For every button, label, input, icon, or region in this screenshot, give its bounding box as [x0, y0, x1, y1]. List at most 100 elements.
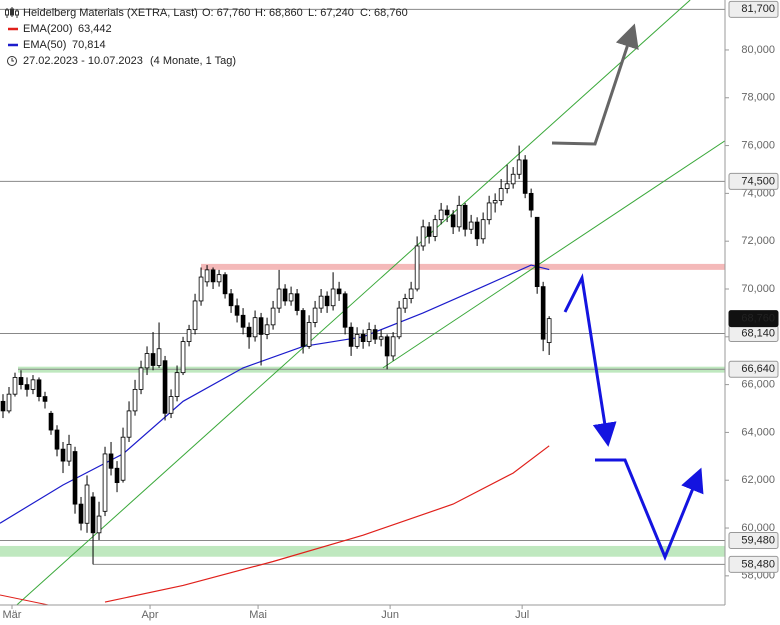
candle-body — [156, 348, 162, 366]
candle-body — [192, 300, 198, 331]
candle-body — [102, 453, 108, 512]
candle-body — [420, 226, 426, 247]
header: Heidelberg Materials (XETRA, Last) O: 67… — [5, 7, 408, 67]
candle-body — [180, 341, 186, 374]
candle-body — [456, 204, 462, 228]
candle-body — [270, 307, 276, 326]
candle-body — [144, 353, 150, 369]
candle-body — [300, 310, 306, 347]
candle-body — [234, 305, 240, 316]
candle-body — [66, 443, 72, 462]
candle-body — [390, 336, 396, 357]
candle-body — [408, 288, 414, 299]
candle-body — [72, 451, 78, 505]
x-tick-label: Mai — [249, 609, 267, 621]
candle-body — [168, 396, 174, 414]
price-label: 68,760 — [741, 313, 775, 325]
ohlc-label: O: 67,760 — [202, 7, 250, 19]
clock-hand — [11, 58, 14, 62]
candle-body — [426, 226, 432, 237]
ohlc-label: H: 68,860 — [255, 7, 303, 19]
candle-body — [516, 159, 522, 175]
ohlc-label: C: 68,760 — [360, 7, 408, 19]
candle-body — [288, 293, 294, 302]
candle-body — [498, 188, 504, 201]
price-box — [728, 310, 779, 328]
candle-body — [60, 448, 66, 462]
candle-body — [276, 288, 282, 309]
candle-body — [48, 412, 54, 431]
trendline — [382, 140, 725, 369]
candle-body — [534, 216, 540, 288]
y-tick-label: 70,000 — [741, 283, 775, 295]
price-box — [728, 555, 779, 573]
candle-body — [240, 314, 246, 328]
candle-body — [546, 318, 552, 343]
candle-body — [354, 334, 360, 347]
candle-body — [126, 410, 132, 438]
candle-body — [378, 336, 384, 340]
candle-body — [36, 379, 42, 397]
candle-body — [30, 379, 36, 390]
price-box — [728, 0, 779, 18]
price-label: 59,480 — [741, 534, 775, 546]
candle-body — [96, 515, 102, 534]
candle-body — [444, 209, 450, 216]
candle-body — [84, 484, 90, 524]
candle-body — [78, 503, 84, 524]
candle-body — [528, 192, 534, 211]
candle-body — [402, 298, 408, 309]
candle-body — [522, 159, 528, 194]
candle-body — [342, 293, 348, 328]
price-box — [728, 531, 779, 549]
candle-body — [468, 221, 474, 230]
candle-body — [258, 317, 264, 335]
candle-body — [492, 200, 498, 204]
candle-body — [324, 295, 330, 307]
candle-body — [162, 360, 168, 414]
chart-title: Heidelberg Materials (XETRA, Last) — [23, 7, 198, 19]
candle-body — [414, 245, 420, 290]
arrow — [563, 273, 617, 447]
candle-body — [174, 372, 180, 397]
candle-body — [210, 269, 216, 283]
clock-icon — [7, 56, 17, 66]
x-tick-label: Jun — [381, 609, 399, 621]
candle-body — [24, 384, 30, 390]
period: (4 Monate, 1 Tag) — [150, 55, 236, 67]
candle-body — [360, 334, 366, 342]
candle-body — [216, 274, 222, 283]
candle-body — [384, 336, 390, 357]
candle-body — [0, 400, 6, 412]
candle-body — [312, 307, 318, 323]
price-label: 74,500 — [741, 175, 775, 187]
candle-body — [396, 307, 402, 338]
candle-body — [318, 295, 324, 309]
trendline — [0, 594, 51, 605]
candle-body — [90, 496, 96, 534]
candle-body — [222, 274, 228, 295]
candle-body — [432, 219, 438, 237]
candle-body — [474, 221, 480, 240]
candle-body — [372, 329, 378, 340]
price-label: 58,480 — [741, 558, 775, 570]
y-tick-label: 78,000 — [741, 92, 775, 104]
candle-body — [504, 183, 510, 189]
legend-label: EMA(50) — [23, 39, 66, 51]
candle-body — [6, 393, 12, 412]
candle-body — [294, 293, 300, 311]
candle-body — [150, 353, 156, 366]
candle-body — [186, 329, 192, 342]
candle-body — [114, 467, 120, 484]
x-tick-label: Mär — [3, 609, 22, 621]
candle-body — [198, 276, 204, 302]
candle-body — [120, 436, 126, 481]
arrow — [595, 458, 704, 561]
legend-label: EMA(200) — [23, 23, 73, 35]
candle-body — [252, 317, 258, 338]
candle-body — [54, 429, 60, 450]
candle-body — [306, 322, 312, 347]
candle-body — [138, 367, 144, 390]
y-tick-label: 66,000 — [741, 379, 775, 391]
